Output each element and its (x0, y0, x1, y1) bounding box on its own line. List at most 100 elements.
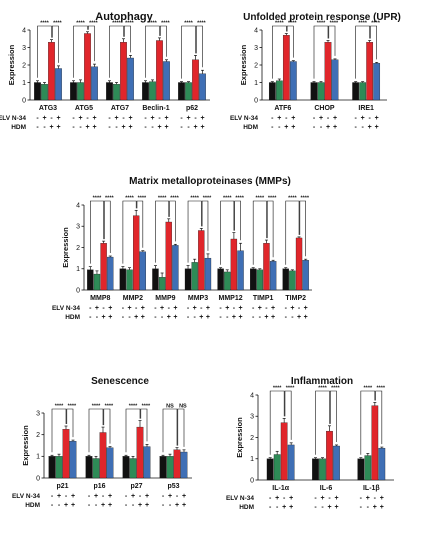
bar-elv_hdm (107, 256, 114, 291)
bar-elv (93, 273, 101, 291)
category-label: ATG3 (39, 105, 57, 112)
treatment-symbol: + (78, 115, 82, 122)
significance-bracket (181, 25, 196, 79)
treatment-symbol: + (193, 124, 197, 131)
chart-title: Inflammation (291, 376, 353, 387)
treatment-symbol: + (64, 502, 68, 509)
treatment-symbol: + (150, 115, 154, 122)
bar-control (282, 268, 289, 291)
treatment-symbol: - (313, 124, 316, 131)
y-tick-label: 1 (76, 266, 80, 273)
chart-mmps: Matrix metalloproteinases (MMPs) 0 1 2 3 4 Exp… (52, 176, 312, 321)
category-label: IL-1β (363, 485, 380, 492)
bar-hdm (326, 430, 333, 481)
bar-control (250, 268, 257, 291)
bar-elv (364, 455, 372, 481)
row-label-elv: ELV N-34 (52, 305, 80, 312)
treatment-symbol: + (134, 314, 138, 321)
treatment-symbol: - (194, 314, 197, 321)
bar-elv (256, 269, 263, 291)
treatment-symbol: + (182, 493, 186, 500)
significance-label: **** (197, 21, 206, 27)
treatment-symbol: + (141, 314, 145, 321)
y-tick-label: 3 (254, 45, 258, 52)
treatment-symbol: - (313, 115, 316, 122)
significance-label: **** (358, 21, 367, 27)
significance-bracket (145, 25, 160, 78)
bar-elv (273, 454, 281, 481)
treatment-symbol: - (285, 115, 288, 122)
category-label: IRE1 (358, 105, 374, 112)
y-axis-label: Expression (21, 425, 30, 466)
bar-elv (129, 458, 137, 479)
treatment-symbol: + (361, 115, 365, 122)
significance-label: **** (68, 404, 77, 410)
category-label: p27 (130, 483, 142, 490)
treatment-symbol: + (92, 124, 96, 131)
bar-elv_hdm (269, 261, 277, 291)
bar-elv_hdm (199, 73, 206, 101)
chart-title: Senescence (91, 376, 149, 387)
row-label-hdm: HDM (65, 314, 80, 321)
category-label: TIMP2 (285, 295, 306, 302)
treatment-symbol: + (175, 502, 179, 509)
y-tick-label: 0 (76, 287, 80, 294)
treatment-symbol: - (180, 124, 183, 131)
significance-bracket (73, 25, 88, 78)
bar-elv_hdm (373, 63, 381, 101)
significance-bracket (88, 25, 95, 62)
bar-elv_hdm (378, 447, 386, 481)
treatment-symbol: + (145, 502, 149, 509)
chart-title: Autophagy (95, 11, 153, 23)
category-label: p21 (56, 483, 68, 490)
significance-label: **** (223, 196, 232, 202)
treatment-symbol: - (43, 124, 46, 131)
treatment-symbol: - (36, 115, 39, 122)
treatment-symbol: + (289, 495, 293, 502)
treatment-symbol: + (121, 124, 125, 131)
treatment-symbol: - (298, 305, 301, 312)
bar-control (142, 82, 149, 101)
significance-label: **** (105, 196, 114, 202)
significance-label: **** (256, 196, 265, 202)
treatment-symbol: - (161, 314, 164, 321)
significance-label: **** (273, 386, 282, 392)
y-tick-label: 2 (254, 62, 258, 69)
y-axis-label: Expression (61, 227, 70, 268)
significance-bracket (177, 408, 185, 447)
bar-elv_hdm (331, 59, 339, 101)
category-label: CHOP (314, 105, 335, 112)
category-label: MMP8 (90, 295, 110, 302)
significance-label: **** (53, 21, 62, 27)
treatment-symbol: - (259, 314, 262, 321)
significance-bracket (272, 25, 287, 79)
treatment-symbol: + (333, 115, 337, 122)
treatment-symbol: + (127, 305, 131, 312)
treatment-symbol: + (304, 314, 308, 321)
significance-bracket (52, 25, 59, 63)
bar-elv (55, 456, 63, 479)
significance-label: **** (125, 21, 134, 27)
treatment-symbol: - (200, 305, 203, 312)
treatment-symbol: + (164, 124, 168, 131)
treatment-symbol: + (291, 115, 295, 122)
treatment-symbol: + (334, 495, 338, 502)
significance-bracket (201, 200, 209, 251)
bar-elv_hdm (139, 251, 146, 291)
treatment-symbol: + (128, 115, 132, 122)
treatment-symbol: - (194, 115, 197, 122)
treatment-symbol: - (291, 314, 294, 321)
treatment-symbol: - (320, 124, 323, 131)
bar-hdm (62, 429, 70, 479)
treatment-symbol: - (122, 305, 125, 312)
y-tick-label: 0 (250, 477, 254, 484)
significance-bracket (103, 408, 111, 444)
treatment-symbol: - (122, 314, 125, 321)
treatment-symbol: - (180, 115, 183, 122)
y-tick-label: 1 (36, 454, 40, 461)
treatment-symbol: - (79, 124, 82, 131)
bar-hdm (136, 426, 144, 479)
significance-bracket (313, 25, 329, 79)
category-label: IL-1α (272, 485, 289, 492)
